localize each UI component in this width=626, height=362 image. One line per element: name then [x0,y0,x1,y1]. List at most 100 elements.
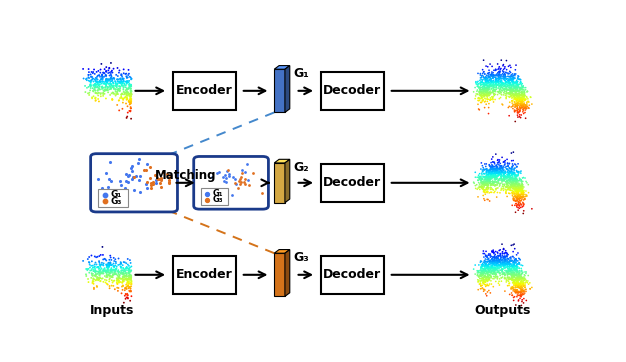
Point [116,78,126,84]
Point [494,159,504,165]
Point [516,287,526,292]
Point [508,83,518,89]
Point [124,267,134,273]
Point [504,258,514,264]
Point [504,81,514,87]
Point [516,99,526,105]
Point [505,87,515,93]
Point [111,266,121,272]
Point [475,184,485,190]
Point [101,267,111,273]
Point [500,77,510,83]
Point [510,275,520,281]
Point [517,92,527,98]
Point [121,191,131,197]
Point [86,77,96,83]
Point [496,165,506,171]
Point [126,75,136,80]
Point [478,186,488,191]
Point [511,272,521,278]
Point [126,272,136,278]
Point [121,276,131,282]
Point [522,104,532,109]
Point [110,271,120,277]
Point [510,183,520,189]
Point [480,269,490,274]
Point [125,274,135,280]
Point [476,283,486,289]
Point [483,264,493,270]
Point [478,268,488,274]
Point [108,76,118,81]
Point [518,263,528,269]
Point [125,81,135,87]
Point [506,91,516,97]
Point [513,188,523,193]
Point [100,265,110,271]
Point [497,268,507,274]
Point [485,269,495,275]
Point [485,186,495,192]
Point [493,169,503,175]
Point [492,164,502,169]
Point [493,253,503,259]
Point [493,261,503,267]
Point [93,254,103,260]
Point [521,188,531,194]
Point [515,196,525,202]
Point [503,266,513,272]
Point [123,256,133,262]
Point [516,177,526,183]
Point [505,88,515,94]
Point [231,181,241,187]
Point [93,83,103,88]
Point [483,75,493,81]
Point [503,266,513,272]
Point [504,172,514,177]
Point [509,167,519,173]
Point [476,177,486,183]
Point [481,252,491,258]
Point [98,93,108,99]
Point [480,267,490,273]
Point [512,186,522,192]
Point [500,254,510,260]
Point [484,258,494,264]
Point [511,287,521,293]
Point [126,101,136,106]
Point [505,291,515,297]
Point [495,165,505,171]
Point [496,254,506,260]
Point [512,102,522,108]
Point [515,181,525,187]
Point [125,284,135,290]
Point [97,74,107,80]
Point [491,279,501,285]
Point [475,174,485,180]
Point [478,89,488,95]
Point [480,181,490,187]
Point [480,92,490,98]
Point [97,271,107,277]
Point [507,275,517,281]
Point [505,185,515,190]
Point [479,274,489,279]
Point [510,290,520,295]
Point [515,276,525,282]
Point [506,266,516,272]
Polygon shape [274,249,290,253]
Point [500,186,510,192]
Point [120,287,130,293]
Point [481,82,491,88]
Point [90,269,100,275]
Point [500,275,510,281]
Point [485,251,495,257]
Point [483,169,493,175]
Point [480,187,490,193]
Point [489,92,499,97]
Point [491,254,501,260]
Point [478,82,488,88]
Point [126,83,136,89]
Point [506,73,516,79]
Point [482,179,492,185]
